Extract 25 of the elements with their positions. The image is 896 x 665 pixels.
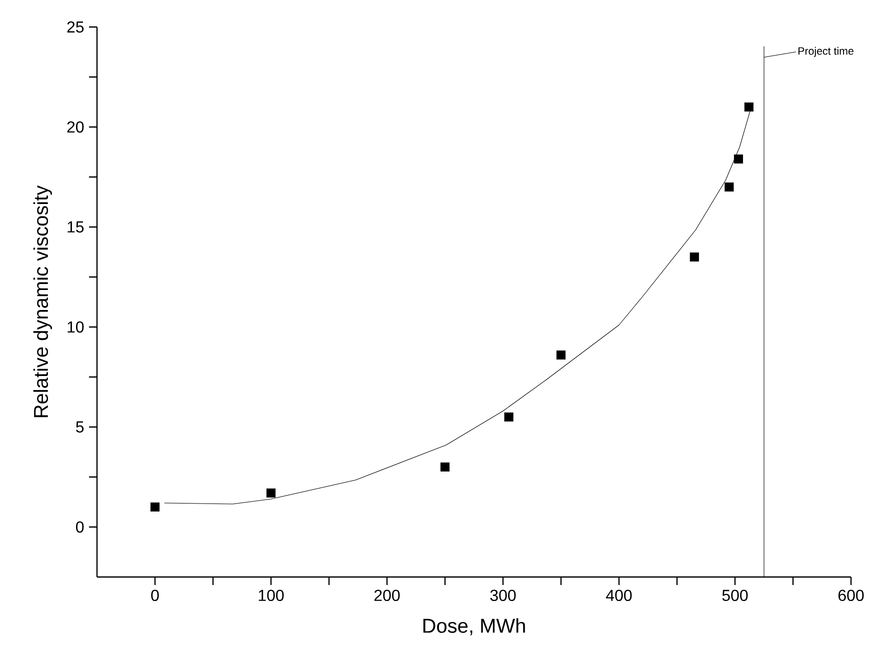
x-tick-label: 0: [151, 590, 159, 602]
point: [556, 350, 566, 360]
point: [724, 182, 734, 192]
x-tick-label: 400: [606, 590, 632, 602]
point: [440, 462, 450, 472]
point: [504, 412, 514, 422]
y-tick-label: 25: [67, 21, 84, 33]
x-tick-label: 200: [374, 590, 400, 602]
x-tick-label: 500: [722, 590, 748, 602]
point: [744, 102, 754, 112]
y-tick-label: 20: [67, 121, 84, 133]
y-tick-label: 15: [68, 221, 84, 233]
y-axis-title: Relative dynamic viscosity: [33, 185, 52, 418]
point: [734, 154, 744, 164]
x-axis-title: Dose, MWh: [423, 618, 525, 636]
x-tick-label: 100: [258, 590, 284, 602]
y-tick-label: 10: [68, 321, 84, 333]
point: [690, 252, 699, 262]
point: [150, 502, 160, 512]
point: [266, 488, 276, 498]
ref-line-label: Project time: [798, 46, 854, 57]
y-tick-label: 5: [76, 421, 84, 433]
y-tick-label: 0: [76, 521, 84, 533]
x-tick-label: 600: [838, 590, 864, 602]
x-tick-label: 300: [490, 590, 516, 602]
